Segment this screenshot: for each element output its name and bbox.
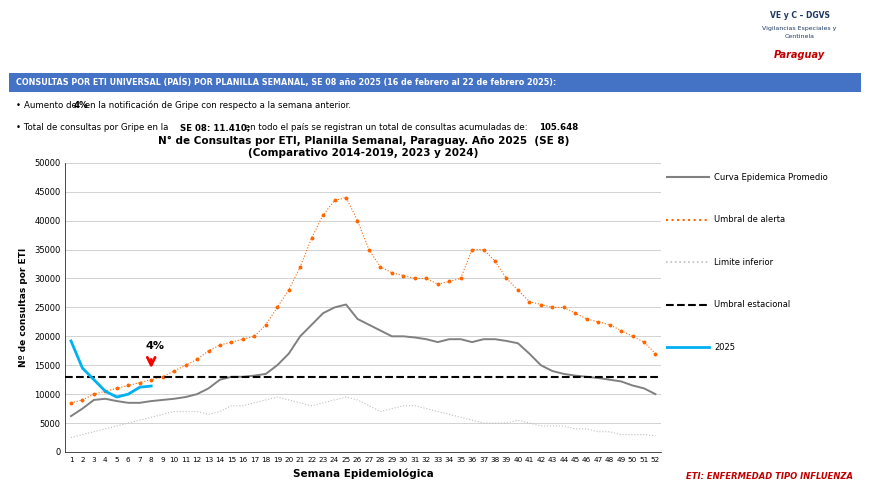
Text: ETI: ENFERMEDAD TIPO INFLUENZA: ETI: ENFERMEDAD TIPO INFLUENZA bbox=[685, 472, 852, 481]
Text: en todo el país se registran un total de consultas acumuladas de:: en todo el país se registran un total de… bbox=[242, 122, 529, 132]
Text: CONSULTAS POR ETI UNIVERSAL (PAÍS) POR PLANILLA SEMANAL, SE 08 año 2025 (16 de f: CONSULTAS POR ETI UNIVERSAL (PAÍS) POR P… bbox=[16, 78, 555, 87]
Text: •: • bbox=[16, 101, 23, 110]
Text: N° de Consultas por ETI, Planilla Semanal, Paraguay. Año 2025  (SE 8)
(Comparati: N° de Consultas por ETI, Planilla Semana… bbox=[157, 136, 568, 158]
Text: Limite inferior: Limite inferior bbox=[713, 258, 773, 267]
Text: • Total de consultas por Gripe en la: • Total de consultas por Gripe en la bbox=[16, 122, 170, 132]
Text: Actualización epidemiológica: Jueves 06 de marzo, Año 2025: Actualización epidemiológica: Jueves 06 … bbox=[14, 48, 385, 58]
Text: 105.648: 105.648 bbox=[538, 122, 577, 132]
Bar bbox=[9, 73, 860, 92]
Text: en la notificación de Gripe con respecto a la semana anterior.: en la notificación de Gripe con respecto… bbox=[82, 101, 350, 110]
Text: Aumento de: Aumento de bbox=[24, 101, 80, 110]
Text: Umbral estacional: Umbral estacional bbox=[713, 300, 790, 310]
Text: Vigilancias Especiales y: Vigilancias Especiales y bbox=[761, 26, 836, 31]
Y-axis label: Nº de consultas por ETI: Nº de consultas por ETI bbox=[19, 248, 29, 367]
Text: SE 08: 11.410;: SE 08: 11.410; bbox=[179, 122, 249, 132]
Text: Umbral de alerta: Umbral de alerta bbox=[713, 215, 785, 225]
Text: VE y C – DGVS: VE y C – DGVS bbox=[769, 11, 828, 20]
Text: Paraguay: Paraguay bbox=[773, 50, 824, 60]
Text: 2025: 2025 bbox=[713, 343, 734, 352]
Text: Curva Epidemica Promedio: Curva Epidemica Promedio bbox=[713, 173, 827, 182]
Text: 4%: 4% bbox=[145, 341, 164, 351]
Text: Vigilancia de Enfermedad Tipo Influenza (ETI) e Infecciones Respiratorias Agudas: Vigilancia de Enfermedad Tipo Influenza … bbox=[14, 16, 601, 26]
Text: Centinela: Centinela bbox=[784, 34, 813, 39]
Text: 4%: 4% bbox=[73, 101, 88, 110]
X-axis label: Semana Epidemiológica: Semana Epidemiológica bbox=[293, 469, 433, 479]
